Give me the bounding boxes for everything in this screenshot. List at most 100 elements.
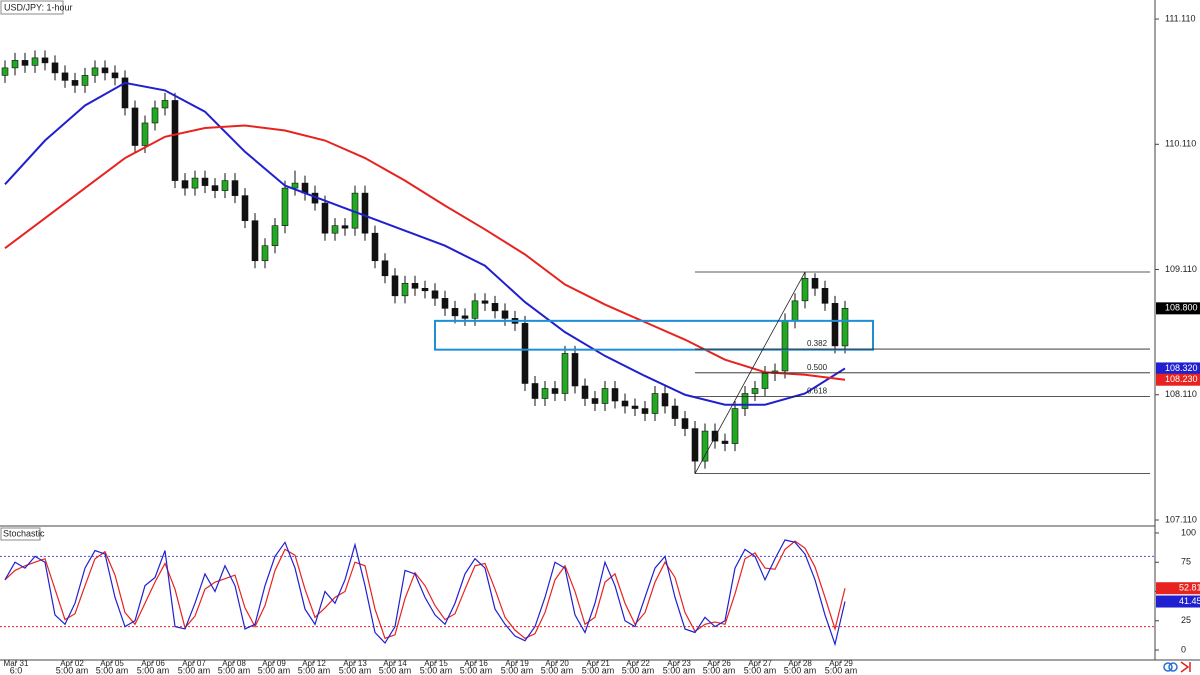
candle-body bbox=[171, 100, 179, 181]
y-tick-label: 25 bbox=[1181, 615, 1191, 625]
candle-body bbox=[841, 308, 849, 347]
x-tick-label: Apr 23 bbox=[667, 659, 691, 668]
x-tick-label: Apr 29 bbox=[829, 659, 853, 668]
candle-body bbox=[281, 187, 289, 226]
y-tick-label: 109.110 bbox=[1165, 264, 1197, 274]
price-tag-label: 108.320 bbox=[1165, 363, 1198, 373]
candle-body bbox=[161, 100, 169, 109]
candle-body bbox=[741, 393, 749, 409]
candle-body bbox=[91, 67, 99, 76]
candle-body bbox=[111, 72, 119, 79]
x-tick-sublabel: 5:00 am bbox=[703, 665, 736, 675]
x-tick-sublabel: 5:00 am bbox=[137, 665, 170, 675]
candle-body bbox=[691, 428, 699, 462]
candle-body bbox=[101, 67, 109, 74]
link-icon[interactable] bbox=[1168, 662, 1178, 672]
candle-body bbox=[251, 220, 259, 262]
candle-body bbox=[731, 408, 739, 444]
y-tick-label: 75 bbox=[1181, 557, 1191, 567]
value-tag bbox=[1156, 595, 1200, 608]
stochastic-line bbox=[4, 540, 846, 640]
title-box bbox=[0, 0, 64, 15]
candle-body bbox=[761, 373, 769, 389]
x-tick-sublabel: 5:00 am bbox=[825, 665, 858, 675]
candle-body bbox=[21, 60, 29, 66]
x-tick-sublabel: 5:00 am bbox=[460, 665, 493, 675]
x-tick-sublabel: 5:00 am bbox=[420, 665, 453, 675]
y-tick-label: 0 bbox=[1181, 644, 1186, 654]
candle-body bbox=[61, 72, 69, 81]
candle-body bbox=[671, 405, 679, 419]
candle-body bbox=[591, 398, 599, 404]
candle-body bbox=[441, 298, 449, 309]
x-tick-label: Apr 07 bbox=[182, 659, 206, 668]
x-tick-label: Apr 21 bbox=[586, 659, 610, 668]
candle-body bbox=[141, 122, 149, 146]
value-tag-label: 52.81 bbox=[1179, 583, 1200, 593]
candle-body bbox=[121, 77, 129, 109]
candle-body bbox=[521, 323, 529, 384]
x-tick-label: Apr 19 bbox=[505, 659, 529, 668]
scroll-icon[interactable] bbox=[1180, 661, 1191, 673]
value-tag-label: 41.45 bbox=[1179, 596, 1200, 606]
candle-body bbox=[71, 80, 79, 86]
candle-body bbox=[561, 353, 569, 394]
y-tick-label: 108.110 bbox=[1165, 389, 1197, 399]
candle-body bbox=[11, 60, 19, 69]
y-tick-label: 107.110 bbox=[1165, 514, 1197, 524]
candle-body bbox=[451, 308, 459, 317]
x-tick-sublabel: 5:00 am bbox=[258, 665, 291, 675]
x-tick-sublabel: 5:00 am bbox=[541, 665, 574, 675]
x-tick-sublabel: 5:00 am bbox=[96, 665, 129, 675]
candle-body bbox=[811, 277, 819, 289]
x-tick-label: Apr 26 bbox=[707, 659, 731, 668]
price-tag bbox=[1156, 373, 1200, 386]
x-tick-label: Apr 13 bbox=[343, 659, 367, 668]
chart-title: USD/JPY: 1-hour bbox=[4, 2, 73, 12]
x-tick-sublabel: 5:00 am bbox=[218, 665, 251, 675]
candle-body bbox=[431, 290, 439, 299]
x-tick-label: Apr 22 bbox=[626, 659, 650, 668]
candle-body bbox=[361, 192, 369, 234]
candle-body bbox=[51, 62, 59, 74]
candle-body bbox=[191, 177, 199, 189]
candle-body bbox=[581, 385, 589, 399]
candle-body bbox=[1, 67, 9, 76]
candle-body bbox=[611, 388, 619, 402]
x-tick-label: Apr 20 bbox=[545, 659, 569, 668]
candle-body bbox=[491, 303, 499, 312]
x-tick-label: Apr 06 bbox=[141, 659, 165, 668]
candle-body bbox=[211, 185, 219, 191]
candle-body bbox=[81, 75, 89, 86]
candle-body bbox=[321, 202, 329, 234]
candle-body bbox=[781, 320, 789, 372]
moving-average bbox=[4, 81, 846, 406]
x-tick-label: Apr 09 bbox=[262, 659, 286, 668]
toolbar-icons[interactable] bbox=[1163, 661, 1191, 673]
price-tag-label: 108.800 bbox=[1165, 303, 1198, 313]
fib-label: 0.500 bbox=[807, 363, 828, 372]
range-zone bbox=[434, 319, 874, 351]
candle-body bbox=[341, 225, 349, 229]
candle-body bbox=[181, 180, 189, 189]
candle-body bbox=[271, 225, 279, 247]
candle-body bbox=[821, 287, 829, 304]
candle-body bbox=[201, 177, 209, 186]
candle-body bbox=[411, 282, 419, 289]
link-icon[interactable] bbox=[1163, 662, 1173, 672]
candle-body bbox=[131, 107, 139, 146]
x-tick-label: Mar 31 bbox=[4, 659, 29, 668]
candle-body bbox=[151, 107, 159, 124]
candle-body bbox=[721, 440, 729, 444]
x-tick-sublabel: 5:00 am bbox=[582, 665, 615, 675]
fib-label: 0.382 bbox=[807, 339, 828, 348]
candle-body bbox=[391, 275, 399, 297]
y-tick-label: 110.110 bbox=[1165, 139, 1196, 149]
x-tick-sublabel: 5:00 am bbox=[56, 665, 89, 675]
x-tick-sublabel: 5:00 am bbox=[298, 665, 331, 675]
panel-title-box bbox=[0, 527, 41, 541]
price-tag bbox=[1156, 302, 1200, 315]
x-tick-label: Apr 05 bbox=[100, 659, 124, 668]
